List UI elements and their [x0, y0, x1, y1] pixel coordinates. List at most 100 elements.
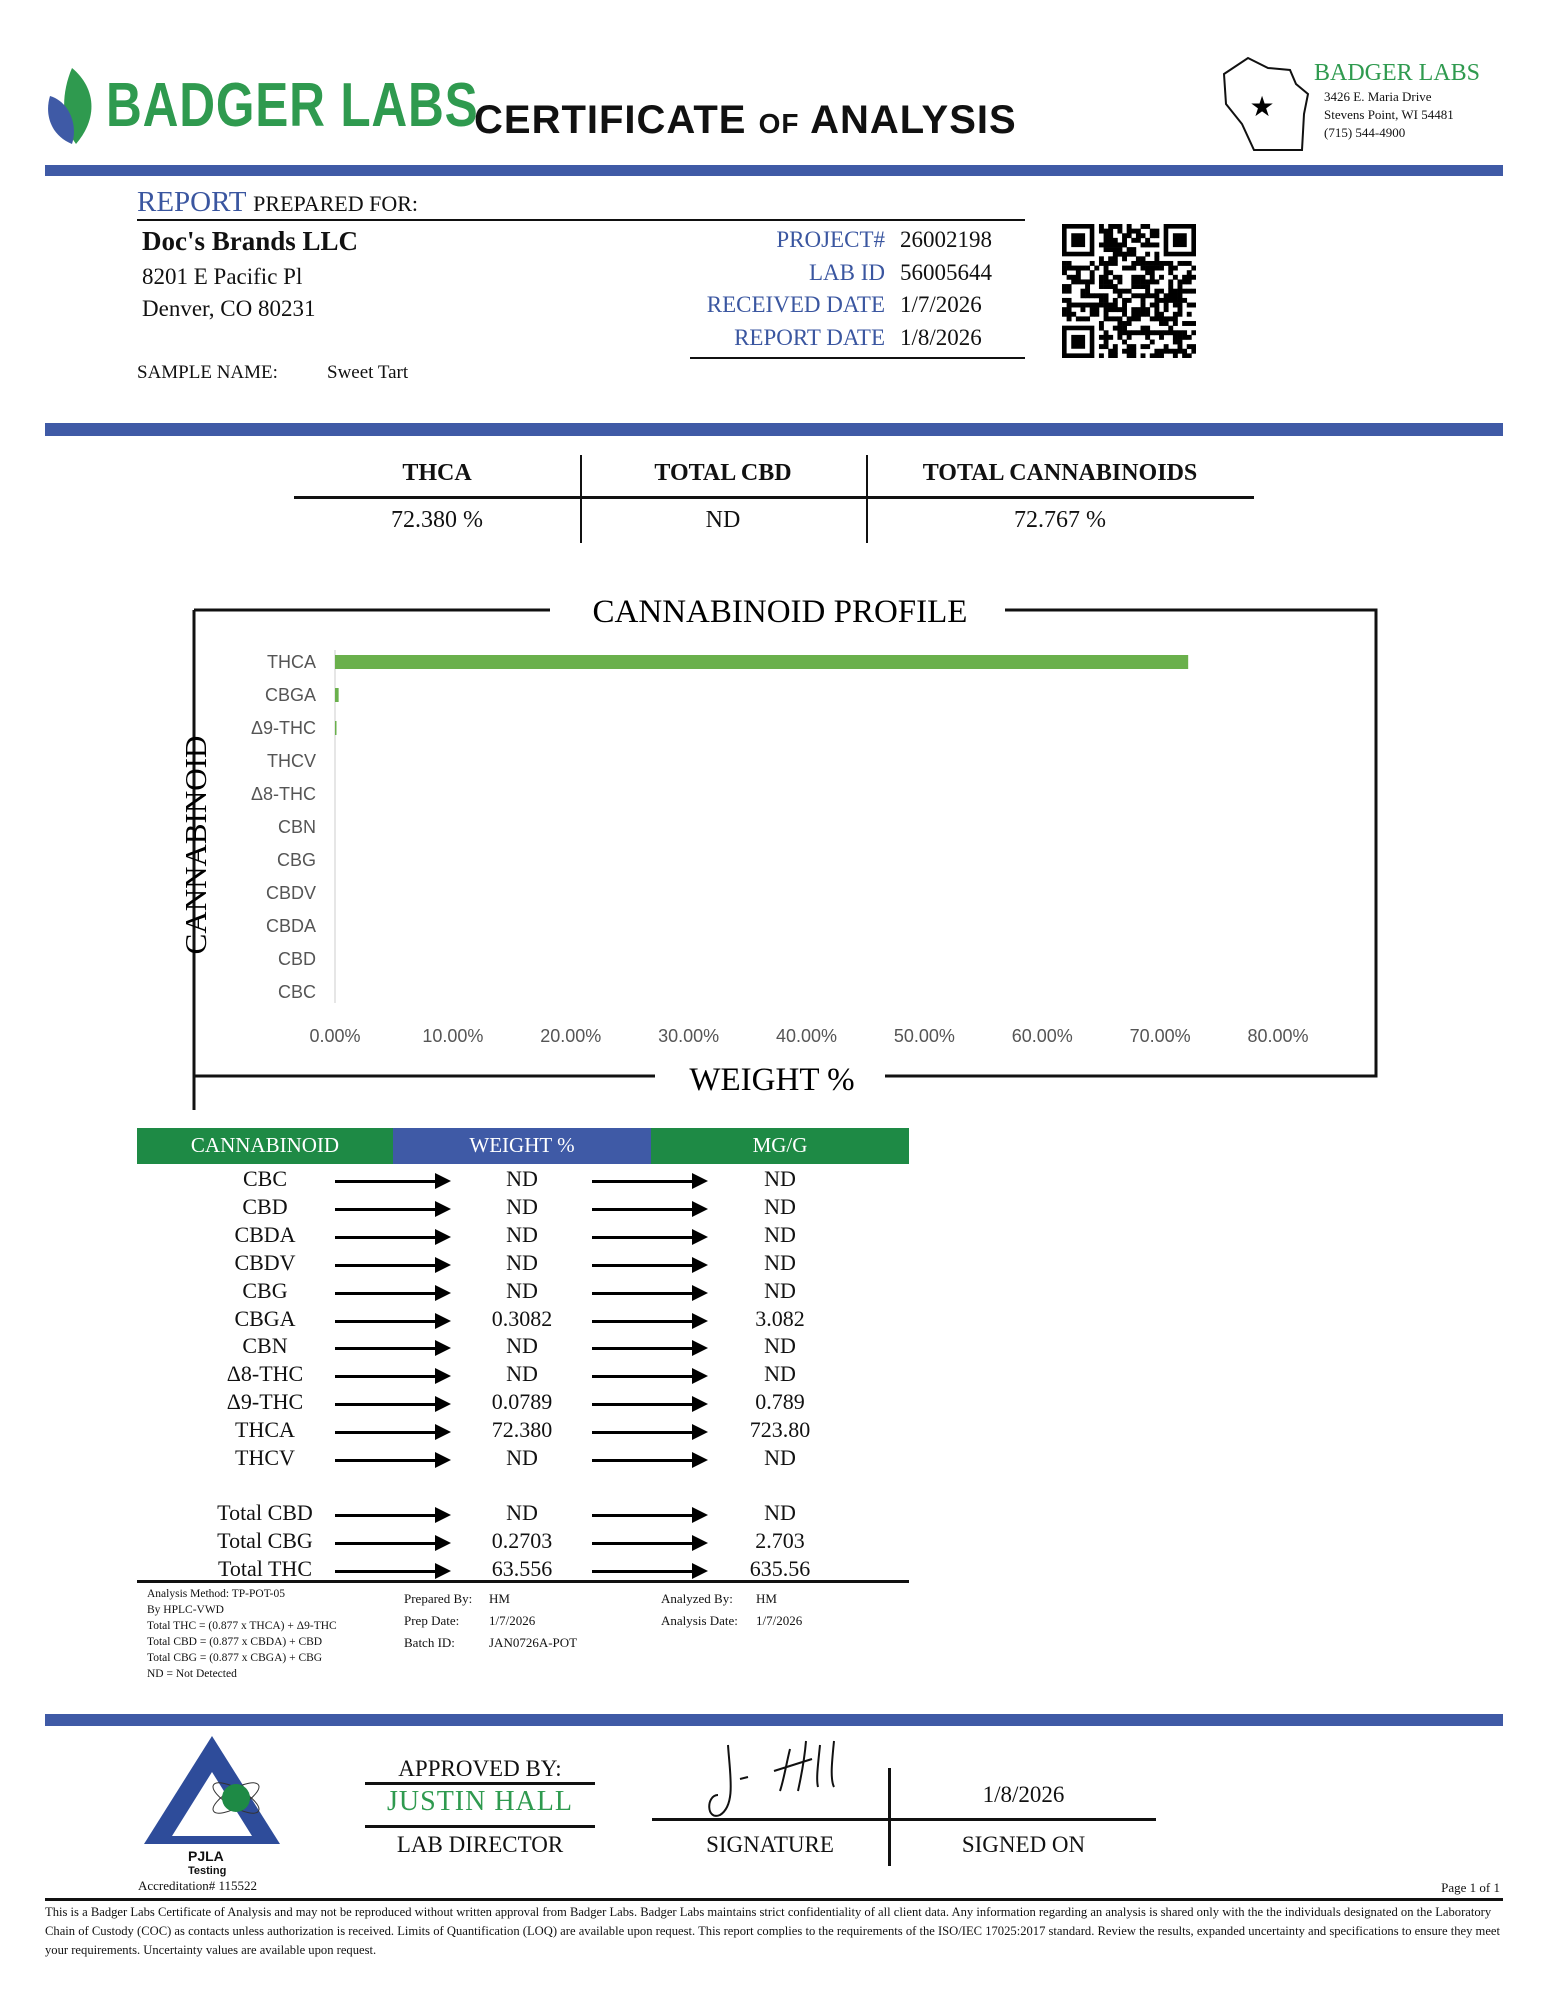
y-tick-label: CBGA	[265, 685, 316, 705]
summary-label: THCA	[402, 460, 472, 486]
x-tick-label: 30.00%	[658, 1026, 719, 1046]
y-tick-label: CBC	[278, 982, 316, 1002]
brand-logo-text: BADGER LABS	[106, 71, 479, 140]
summary-value: 72.380 %	[391, 507, 483, 533]
row-cannabinoid: THCV	[235, 1445, 295, 1470]
row-cannabinoid: Total THC	[218, 1555, 312, 1581]
row-weight: ND	[506, 1361, 538, 1387]
header-divider	[45, 165, 1503, 176]
signed-on-label: SIGNED ON	[961, 1832, 1086, 1857]
y-tick-label: Δ9-THC	[251, 718, 316, 738]
table-bottom-rule	[137, 1580, 909, 1583]
y-tick-label: THCV	[267, 751, 316, 771]
arrow-icon	[592, 1284, 708, 1301]
x-tick-label: 20.00%	[540, 1026, 601, 1046]
x-tick-label: 0.00%	[309, 1026, 360, 1046]
row-cannabinoid: CBG	[242, 1277, 288, 1303]
signature-rule	[652, 1818, 1156, 1821]
y-tick-label: CBN	[278, 817, 316, 837]
qr-code[interactable]	[1062, 224, 1196, 358]
x-tick-label: 80.00%	[1247, 1026, 1308, 1046]
row-mgg: ND	[764, 1333, 796, 1359]
client-name: Doc's Brands LLC	[142, 226, 359, 256]
bar-CBGA	[335, 688, 339, 702]
footer-divider	[45, 1714, 1503, 1726]
row-weight: 63.556	[491, 1555, 553, 1581]
project-values: 26002198 56005644 1/7/2026 1/8/2026	[900, 227, 992, 350]
arrow-icon	[592, 1228, 708, 1245]
row-weight: ND	[506, 1500, 538, 1525]
accreditation-number: Accreditation# 115522	[138, 1878, 258, 1893]
arrow-icon	[592, 1507, 708, 1523]
project-rule	[690, 357, 1025, 359]
row-mgg: 723.80	[749, 1417, 811, 1443]
row-weight: 0.0789	[491, 1389, 553, 1415]
row-cannabinoid: CBGA	[234, 1305, 296, 1331]
client-rule	[137, 219, 1025, 221]
signature-label: SIGNATURE	[706, 1832, 834, 1857]
leaf-logo-icon	[48, 68, 92, 144]
row-cannabinoid: Δ9-THC	[226, 1389, 304, 1415]
row-cannabinoid: CBN	[242, 1333, 288, 1359]
row-mgg: 0.789	[755, 1389, 805, 1415]
footer-rule	[45, 1898, 1503, 1901]
analysis-values: HM 1/7/2026	[756, 1591, 803, 1628]
table-header-cannabinoid	[137, 1128, 393, 1164]
arrow-icon	[592, 1312, 708, 1329]
wisconsin-map-icon: ★	[1222, 56, 1310, 151]
row-cannabinoid: CBC	[242, 1166, 288, 1191]
chart-title: CANNABINOID PROFILE	[593, 594, 968, 630]
arrow-icon	[592, 1256, 708, 1273]
y-tick-label: CBDV	[266, 883, 316, 903]
row-cannabinoid: Δ8-THC	[226, 1361, 304, 1387]
row-mgg: ND	[764, 1361, 796, 1387]
x-tick-label: 70.00%	[1130, 1026, 1191, 1046]
y-tick-label: CBDA	[266, 916, 316, 936]
arrow-icon	[592, 1340, 708, 1357]
bar-Δ9-THC	[335, 721, 337, 735]
row-mgg: ND	[764, 1193, 796, 1219]
row-weight: 72.380	[491, 1417, 553, 1443]
row-cannabinoid: CBD	[242, 1193, 288, 1219]
lab-name: BADGER LABS	[1314, 60, 1481, 86]
arrow-icon	[335, 1452, 451, 1468]
client-address1: 8201 E Pacific Pl	[142, 264, 303, 289]
header-label: WEIGHT %	[469, 1133, 575, 1157]
client-address2: Denver, CO 80231	[142, 296, 316, 321]
page-number: Page 1 of 1	[1441, 1880, 1500, 1895]
arrow-icon	[592, 1200, 708, 1217]
row-weight: ND	[506, 1221, 538, 1247]
pjla-testing: Testing	[188, 1865, 227, 1877]
summary-value: ND	[705, 507, 741, 533]
pjla-logo	[144, 1736, 280, 1844]
y-tick-label: THCA	[267, 652, 316, 672]
sample-name: Sweet Tart	[327, 362, 409, 383]
arrow-icon	[335, 1534, 451, 1551]
table-header-mgg	[651, 1128, 909, 1164]
method-notes: Analysis Method: TP-POT-05 By HPLC-VWD Tot…	[147, 1588, 337, 1680]
arrow-icon	[335, 1340, 451, 1357]
sample-name-label: SAMPLE NAME:	[137, 362, 278, 383]
arrow-icon	[335, 1312, 451, 1329]
cannabinoid-profile-chart: CANNABINOID PROFILE WEIGHT % CANNABINOID TH…	[178, 594, 1378, 1110]
x-tick-label: 60.00%	[1012, 1026, 1073, 1046]
x-tick-label: 50.00%	[894, 1026, 955, 1046]
arrow-icon	[592, 1452, 708, 1468]
arrow-icon	[335, 1562, 451, 1579]
row-mgg: ND	[764, 1500, 796, 1525]
y-tick-label: Δ8-THC	[251, 784, 316, 804]
approver-name: JUSTIN HALL	[387, 1786, 573, 1817]
x-axis-title: WEIGHT %	[689, 1062, 854, 1098]
analysis-labels: Analyzed By: Analysis Date:	[661, 1591, 738, 1628]
summary-divider	[866, 455, 868, 543]
arrow-icon	[335, 1256, 451, 1273]
arrow-icon	[592, 1424, 708, 1441]
document-title: CERTIFICATE OF ANALYSIS	[474, 98, 1017, 142]
row-mgg: ND	[764, 1166, 796, 1191]
prep-values: HM 1/7/2026 JAN0726A-POT	[489, 1591, 578, 1650]
row-cannabinoid: CBDV	[234, 1249, 296, 1275]
summary-value: 72.767 %	[1014, 507, 1106, 533]
approved-by-label: APPROVED BY:	[398, 1756, 562, 1781]
svg-text:★: ★	[1249, 92, 1274, 123]
